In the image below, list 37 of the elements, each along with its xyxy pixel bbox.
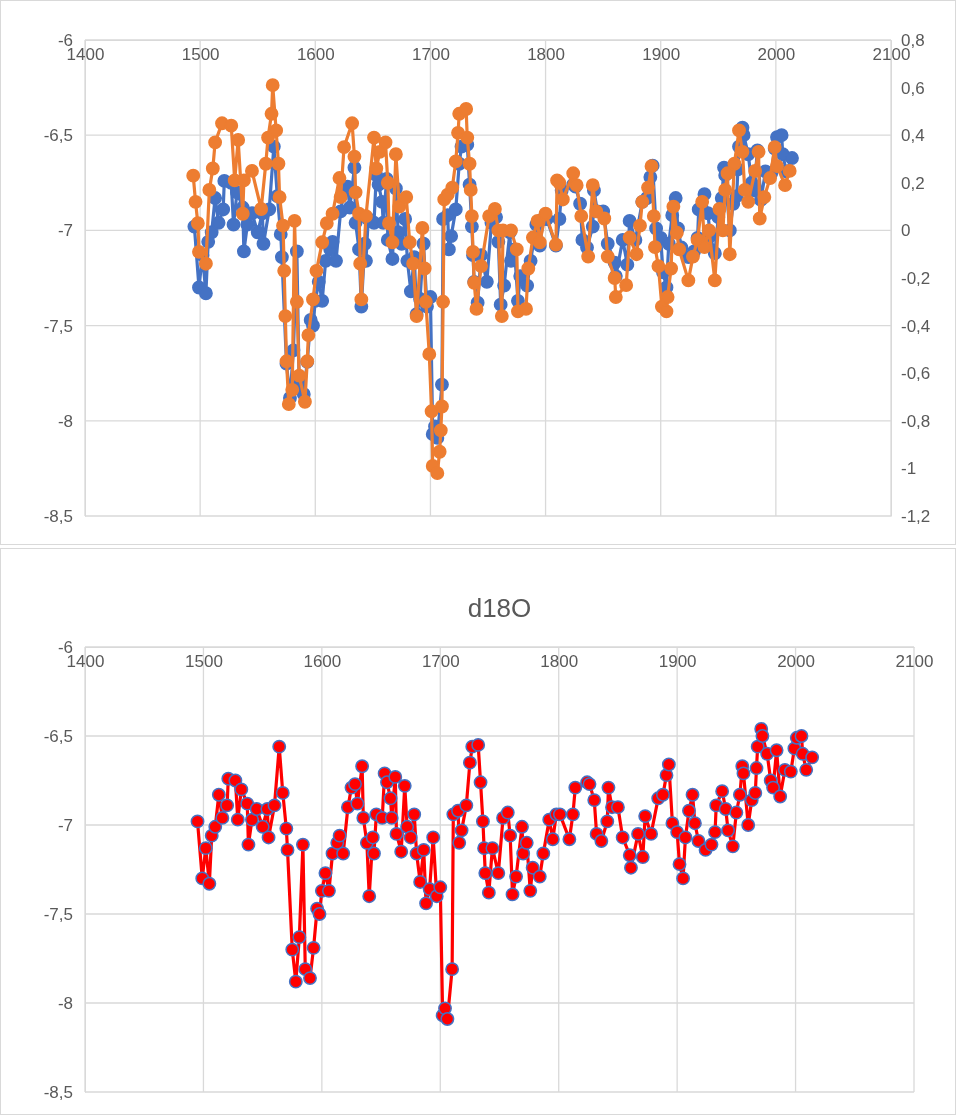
y-tick-label: -7,5 xyxy=(43,904,73,924)
x-tick-label: 2100 xyxy=(895,652,934,672)
y-tick-label: -7 xyxy=(57,221,73,241)
x-tick-label: 1800 xyxy=(540,652,579,672)
x-tick-label: 1700 xyxy=(412,45,450,65)
y-tick-label: -8,5 xyxy=(43,1082,73,1102)
x-tick-label: 1700 xyxy=(421,652,460,672)
x-tick-label: 1400 xyxy=(66,652,105,672)
y2-tick-label: -0,8 xyxy=(901,411,931,431)
chart-title: d18O xyxy=(467,593,532,623)
y-tick-label: -6,5 xyxy=(43,126,73,146)
y2-tick-label: -1 xyxy=(901,459,917,479)
x-tick-label: 1900 xyxy=(642,45,681,65)
x-tick-label: 1500 xyxy=(185,652,223,672)
y2-tick-label: -0,4 xyxy=(901,316,931,336)
x-tick-label: 1600 xyxy=(303,652,342,672)
x-tick-label: 1800 xyxy=(527,45,565,65)
x-tick-label: 2100 xyxy=(872,45,911,65)
y2-tick-label: -0,6 xyxy=(901,364,931,384)
x-tick-label: 2000 xyxy=(757,45,796,65)
x-tick-label: 1400 xyxy=(66,45,105,65)
y-tick-label: -8 xyxy=(57,993,73,1013)
x-tick-label: 1500 xyxy=(181,45,220,65)
x-tick-label: 1900 xyxy=(658,652,697,672)
y-tick-label: -6,5 xyxy=(43,726,73,746)
y2-tick-label: 0,2 xyxy=(901,173,925,193)
y2-tick-label: 0,4 xyxy=(901,126,925,146)
y2-tick-label: -0,2 xyxy=(901,268,931,288)
y-tick-label: -8 xyxy=(57,411,73,431)
y2-tick-label: 0,6 xyxy=(901,78,925,98)
x-tick-label: 1600 xyxy=(296,45,335,65)
x-tick-label: 2000 xyxy=(777,652,815,672)
y2-tick-label: -1,2 xyxy=(901,506,931,526)
y-tick-label: -7,5 xyxy=(43,316,73,336)
y-tick-label: -8,5 xyxy=(43,506,73,526)
y-tick-label: -7 xyxy=(57,815,73,835)
y2-tick-label: 0 xyxy=(901,221,911,241)
